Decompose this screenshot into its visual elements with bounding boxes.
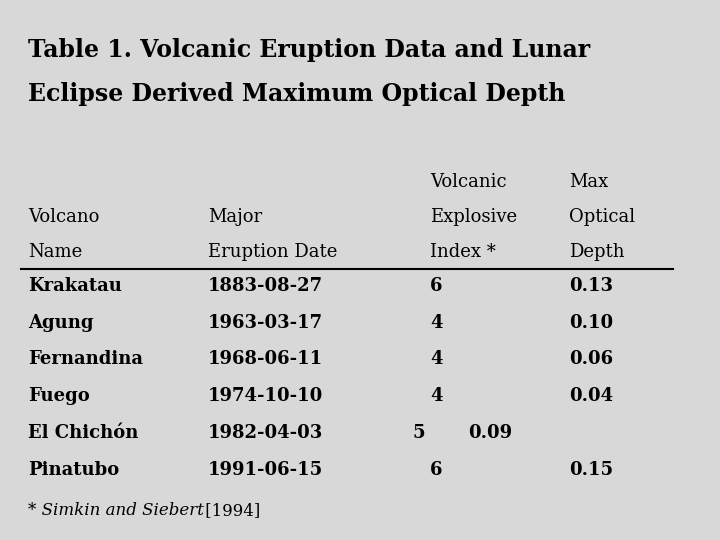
Text: El Chichón: El Chichón [28,424,138,442]
Text: * Simkin and Siebert: * Simkin and Siebert [28,502,204,519]
Text: 4: 4 [430,350,443,368]
Text: Eclipse Derived Maximum Optical Depth: Eclipse Derived Maximum Optical Depth [28,82,565,106]
Text: Volcano: Volcano [28,208,99,226]
Text: 0.13: 0.13 [569,277,613,295]
Text: 6: 6 [430,277,443,295]
Text: Optical: Optical [569,208,635,226]
Text: 1991-06-15: 1991-06-15 [208,461,323,478]
Text: 4: 4 [430,314,443,332]
Text: Volcanic: Volcanic [430,173,507,191]
Text: Max: Max [569,173,608,191]
Text: Krakatau: Krakatau [28,277,122,295]
Text: Index *: Index * [430,243,496,261]
Text: Agung: Agung [28,314,94,332]
Text: Explosive: Explosive [430,208,517,226]
Text: Table 1. Volcanic Eruption Data and Lunar: Table 1. Volcanic Eruption Data and Luna… [28,38,590,62]
Text: Depth: Depth [569,243,624,261]
Text: 0.15: 0.15 [569,461,613,478]
Text: 0.09: 0.09 [468,424,512,442]
Text: 5: 5 [413,424,426,442]
Text: 0.06: 0.06 [569,350,613,368]
Text: Eruption Date: Eruption Date [208,243,338,261]
Text: 0.10: 0.10 [569,314,613,332]
Text: Pinatubo: Pinatubo [28,461,119,478]
Text: 1974-10-10: 1974-10-10 [208,387,323,405]
Text: 1968-06-11: 1968-06-11 [208,350,323,368]
Text: 1982-04-03: 1982-04-03 [208,424,323,442]
Text: [1994]: [1994] [199,502,260,519]
Text: Fernandina: Fernandina [28,350,143,368]
Text: Fuego: Fuego [28,387,89,405]
Text: 0.04: 0.04 [569,387,613,405]
Text: 4: 4 [430,387,443,405]
Text: 1963-03-17: 1963-03-17 [208,314,323,332]
Text: Major: Major [208,208,262,226]
Text: 1883-08-27: 1883-08-27 [208,277,323,295]
Text: 6: 6 [430,461,443,478]
Text: Name: Name [28,243,82,261]
